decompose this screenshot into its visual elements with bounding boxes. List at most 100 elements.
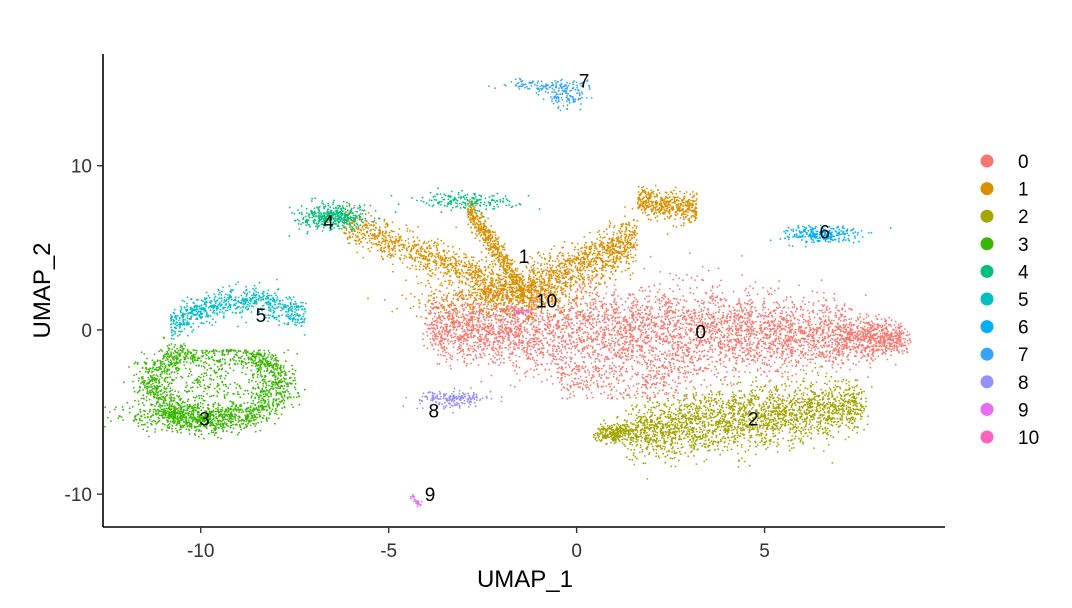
point bbox=[465, 326, 468, 329]
point bbox=[635, 306, 638, 309]
point bbox=[684, 332, 687, 335]
point bbox=[494, 341, 496, 344]
point bbox=[568, 334, 570, 337]
point bbox=[751, 332, 753, 335]
point bbox=[570, 351, 573, 354]
point bbox=[752, 342, 755, 344]
point bbox=[465, 317, 467, 320]
point bbox=[687, 314, 690, 317]
point bbox=[709, 317, 711, 320]
point bbox=[509, 328, 512, 331]
point bbox=[546, 312, 549, 314]
point bbox=[522, 342, 524, 344]
point bbox=[636, 387, 639, 390]
point bbox=[661, 315, 663, 318]
point bbox=[723, 376, 726, 379]
point bbox=[721, 326, 724, 329]
point bbox=[595, 369, 597, 371]
point bbox=[552, 326, 555, 328]
point bbox=[789, 327, 791, 329]
point bbox=[711, 351, 714, 353]
point bbox=[607, 394, 610, 397]
point bbox=[763, 321, 766, 324]
point bbox=[701, 344, 704, 346]
point bbox=[731, 349, 734, 352]
point bbox=[660, 338, 662, 341]
point bbox=[897, 338, 900, 341]
point bbox=[717, 329, 719, 332]
point bbox=[807, 309, 809, 312]
point bbox=[519, 341, 522, 344]
point bbox=[792, 315, 794, 317]
point bbox=[790, 320, 792, 322]
point bbox=[667, 341, 669, 343]
point bbox=[629, 339, 632, 342]
point bbox=[465, 313, 467, 316]
point bbox=[504, 329, 507, 332]
point bbox=[716, 336, 718, 339]
point bbox=[809, 358, 811, 361]
point bbox=[489, 329, 492, 332]
point bbox=[439, 318, 442, 321]
point bbox=[906, 339, 909, 342]
point bbox=[574, 372, 576, 374]
point bbox=[775, 332, 778, 334]
point bbox=[862, 354, 865, 356]
point bbox=[625, 332, 628, 334]
point bbox=[633, 394, 636, 397]
point bbox=[473, 315, 476, 318]
point bbox=[799, 345, 802, 348]
point bbox=[508, 356, 510, 359]
point bbox=[641, 329, 643, 331]
point bbox=[590, 315, 593, 317]
point bbox=[494, 356, 496, 359]
point bbox=[583, 356, 586, 359]
point bbox=[825, 360, 827, 362]
point bbox=[570, 305, 573, 308]
point bbox=[613, 342, 616, 345]
point bbox=[711, 348, 714, 351]
point bbox=[694, 279, 696, 281]
point bbox=[432, 328, 435, 330]
point bbox=[561, 397, 564, 400]
point bbox=[434, 320, 436, 322]
point bbox=[739, 349, 741, 352]
point bbox=[672, 342, 675, 345]
point bbox=[538, 331, 541, 333]
point bbox=[755, 353, 758, 355]
point bbox=[766, 328, 769, 330]
point bbox=[445, 323, 448, 326]
point bbox=[441, 337, 444, 340]
point bbox=[627, 348, 629, 351]
point bbox=[689, 287, 692, 290]
point bbox=[577, 377, 580, 380]
point bbox=[653, 356, 656, 359]
point bbox=[648, 300, 651, 302]
point bbox=[596, 338, 599, 341]
point bbox=[479, 308, 481, 311]
point bbox=[662, 377, 665, 380]
point bbox=[577, 349, 579, 352]
point bbox=[645, 364, 648, 366]
point bbox=[819, 366, 822, 368]
point bbox=[452, 342, 455, 345]
point bbox=[560, 337, 563, 340]
point bbox=[747, 291, 750, 294]
point bbox=[658, 306, 661, 309]
point bbox=[829, 321, 832, 324]
point bbox=[634, 304, 637, 306]
point bbox=[589, 311, 592, 314]
point bbox=[565, 361, 568, 364]
point bbox=[646, 316, 649, 319]
point bbox=[700, 383, 703, 386]
point bbox=[586, 326, 589, 329]
point bbox=[485, 333, 488, 336]
point bbox=[672, 348, 675, 351]
point bbox=[877, 327, 880, 329]
point bbox=[592, 370, 595, 373]
point bbox=[633, 359, 636, 362]
point bbox=[635, 374, 638, 376]
point bbox=[552, 316, 555, 319]
point bbox=[474, 306, 476, 308]
point bbox=[573, 384, 576, 386]
